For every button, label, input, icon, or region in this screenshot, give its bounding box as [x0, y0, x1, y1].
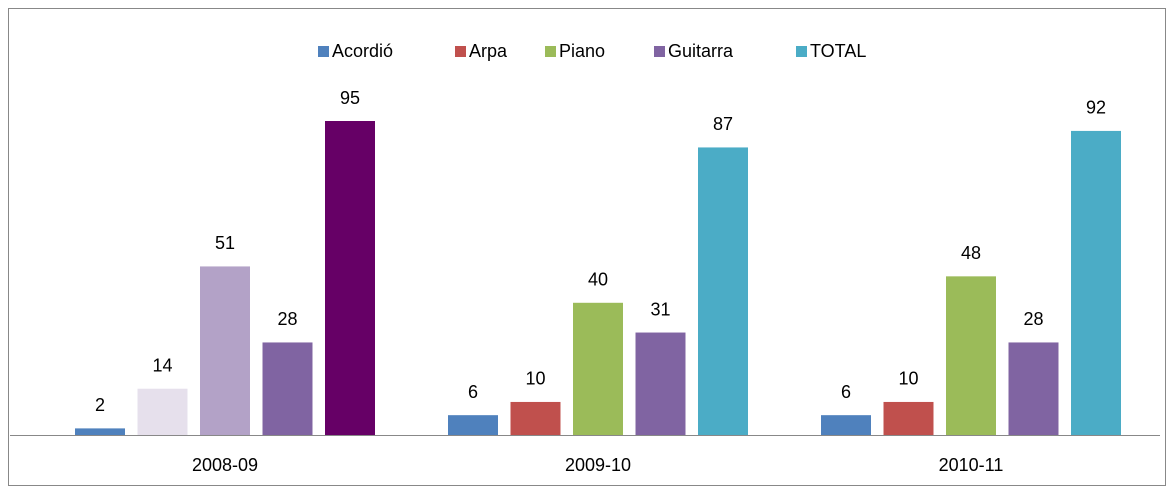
data-label: 10 — [525, 369, 545, 389]
data-label: 48 — [961, 243, 981, 263]
bar — [75, 428, 125, 435]
bar — [698, 147, 748, 435]
data-label: 6 — [468, 382, 478, 402]
data-label: 87 — [713, 114, 733, 134]
bar — [325, 121, 375, 435]
bar — [1071, 130, 1121, 436]
bar — [510, 401, 561, 435]
bar — [821, 415, 871, 435]
bar — [262, 342, 313, 435]
data-label: 6 — [841, 382, 851, 402]
data-label: 28 — [277, 309, 297, 329]
bar — [1008, 342, 1059, 435]
data-label: 95 — [340, 88, 360, 108]
data-label: 92 — [1086, 98, 1106, 118]
bar — [200, 266, 250, 435]
legend-label: Arpa — [469, 41, 508, 61]
bar — [137, 388, 188, 435]
data-label: 2 — [95, 395, 105, 415]
bar — [883, 401, 934, 435]
legend-label: Acordió — [332, 41, 393, 61]
legend-label: TOTAL — [810, 41, 866, 61]
data-label: 51 — [215, 233, 235, 253]
data-label: 31 — [650, 299, 670, 319]
data-label: 10 — [898, 369, 918, 389]
x-tick-label: 2008-09 — [192, 455, 258, 475]
legend-swatch — [654, 46, 665, 57]
data-label: 40 — [588, 270, 608, 290]
legend-swatch — [796, 46, 807, 57]
bar — [448, 415, 498, 435]
bar — [635, 332, 686, 435]
data-label: 14 — [152, 355, 172, 375]
data-label: 28 — [1023, 309, 1043, 329]
legend-label: Piano — [559, 41, 605, 61]
x-tick-label: 2009-10 — [565, 455, 631, 475]
legend-swatch — [455, 46, 466, 57]
legend-swatch — [545, 46, 556, 57]
legend-swatch — [318, 46, 329, 57]
bar — [573, 302, 623, 435]
legend-label: Guitarra — [668, 41, 734, 61]
bar — [946, 276, 996, 435]
x-tick-label: 2010-11 — [939, 455, 1004, 475]
